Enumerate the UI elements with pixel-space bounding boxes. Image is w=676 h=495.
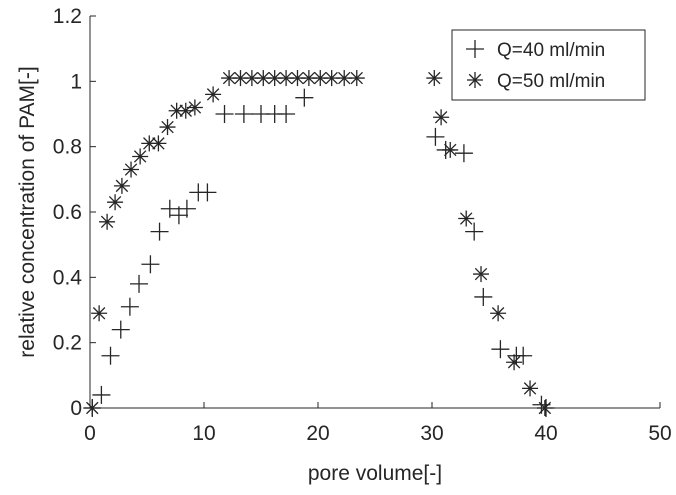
y-tick-label: 1.2 <box>53 5 82 28</box>
legend-label: Q=40 ml/min <box>497 40 605 61</box>
data-point <box>113 177 130 194</box>
series-2 <box>84 70 553 416</box>
data-point <box>141 255 160 274</box>
data-point <box>514 346 533 365</box>
data-point <box>522 380 539 397</box>
data-point <box>458 210 475 227</box>
y-tick-label: 0 <box>70 397 82 420</box>
x-axis-label: pore volume[-] <box>308 462 442 485</box>
data-point <box>426 70 443 87</box>
data-point <box>490 305 507 322</box>
data-point <box>123 161 140 178</box>
data-point <box>266 70 283 87</box>
y-tick-label: 0.6 <box>53 201 82 224</box>
data-point <box>289 70 306 87</box>
x-tick-label: 10 <box>192 422 215 445</box>
y-tick-label: 0.4 <box>53 266 83 289</box>
data-point <box>120 297 139 316</box>
data-point <box>111 320 130 339</box>
data-point <box>150 135 167 152</box>
y-axis-label: relative concentration of PAM[-] <box>16 66 39 357</box>
data-point <box>198 183 217 202</box>
data-point <box>92 385 111 404</box>
legend-marker <box>466 40 484 58</box>
axes: 0 10 20 30 40 50 0 0.2 0.4 0.6 0.8 1 1.2 <box>53 5 672 445</box>
data-point <box>234 105 253 123</box>
x-tick-label: 50 <box>648 422 671 445</box>
data-point <box>465 222 484 241</box>
x-tick-label: 40 <box>534 422 557 445</box>
data-point <box>160 199 179 218</box>
data-point <box>506 354 523 371</box>
data-point <box>215 105 234 123</box>
series-1 <box>83 88 555 417</box>
y-tick-label: 1 <box>70 70 82 93</box>
data-point <box>132 148 149 165</box>
data-point <box>433 109 450 126</box>
y-tick-label: 0.2 <box>53 332 82 355</box>
data-point <box>221 70 238 87</box>
data-point <box>454 144 473 163</box>
y-tick-label: 0.8 <box>53 136 82 159</box>
data-point <box>277 105 296 123</box>
data-point <box>426 127 445 146</box>
legend-marker <box>467 72 483 88</box>
data-point <box>159 119 176 136</box>
data-point <box>99 213 116 230</box>
data-point <box>107 194 124 211</box>
data-point <box>491 340 510 359</box>
legend-box <box>451 29 646 101</box>
series-layer <box>83 70 555 417</box>
data-point <box>278 70 295 87</box>
data-point <box>295 88 314 107</box>
data-point <box>205 86 222 103</box>
data-point <box>84 400 101 416</box>
data-point <box>177 199 196 218</box>
legend: Q=40 ml/min Q=50 ml/min <box>451 29 646 101</box>
data-point <box>536 400 553 416</box>
legend-label: Q=50 ml/min <box>497 71 605 92</box>
data-point <box>101 346 120 365</box>
data-point <box>150 222 169 241</box>
data-point <box>91 305 108 322</box>
data-point <box>130 274 149 293</box>
x-tick-label: 0 <box>84 422 96 445</box>
data-point <box>348 70 365 87</box>
x-tick-label: 20 <box>306 422 329 445</box>
data-point <box>474 287 493 306</box>
data-point <box>243 70 260 87</box>
data-point <box>473 266 490 283</box>
data-point <box>442 141 459 158</box>
x-tick-label: 30 <box>420 422 443 445</box>
data-point <box>186 99 203 116</box>
